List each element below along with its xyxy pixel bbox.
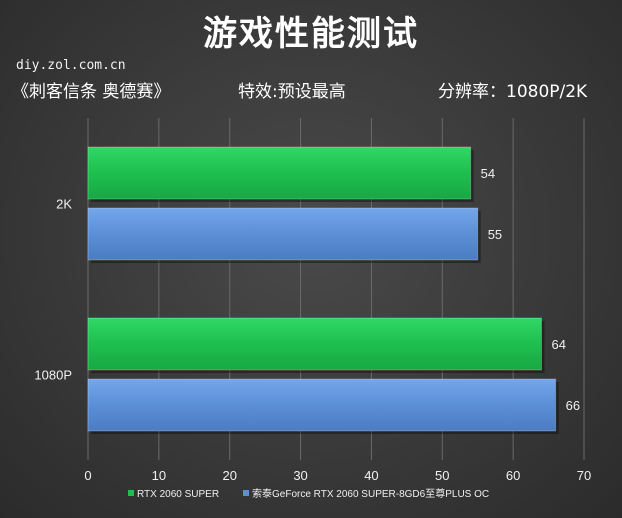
y-category-label: 1080P <box>34 368 72 383</box>
x-tick-label: 20 <box>222 468 236 483</box>
legend-swatch <box>243 490 249 496</box>
x-tick-label: 10 <box>152 468 166 483</box>
resolution-setting: 分辨率：1080P/2K <box>438 82 588 102</box>
effect-setting: 特效:预设最高 <box>238 82 346 102</box>
x-tick-label: 40 <box>364 468 378 483</box>
legend-label: 索泰GeForce RTX 2060 SUPER-8GD6至尊PLUS OC <box>252 487 489 500</box>
x-tick-label: 70 <box>577 468 591 483</box>
x-tick-label: 0 <box>84 468 91 483</box>
site-watermark: diy.zol.com.cn <box>16 58 126 73</box>
data-label: 64 <box>551 337 565 352</box>
bar <box>87 207 479 261</box>
game-name: 《刺客信条 奥德赛》 <box>12 82 171 102</box>
x-tick-label: 50 <box>435 468 449 483</box>
data-label: 54 <box>481 166 495 181</box>
bar <box>87 317 542 371</box>
bar <box>87 378 557 432</box>
x-tick-label: 30 <box>293 468 307 483</box>
chart-title: 游戏性能测试 <box>203 14 419 54</box>
legend-swatch <box>128 490 134 496</box>
x-tick-label: 60 <box>506 468 520 483</box>
data-label: 55 <box>488 227 502 242</box>
y-category-label: 2K <box>56 197 72 212</box>
legend-label: RTX 2060 SUPER <box>137 489 219 500</box>
data-label: 66 <box>566 398 580 413</box>
bar <box>87 146 472 200</box>
